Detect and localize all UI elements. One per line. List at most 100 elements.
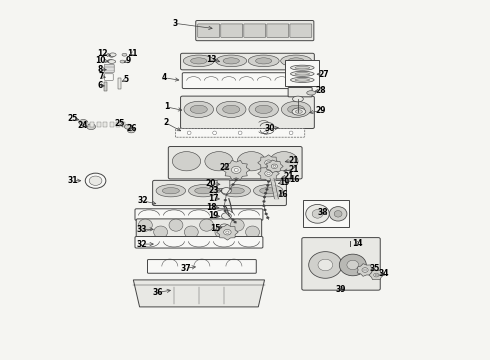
Text: 6: 6 — [98, 81, 102, 90]
Ellipse shape — [266, 184, 269, 186]
Ellipse shape — [227, 214, 230, 216]
Ellipse shape — [89, 176, 102, 185]
Ellipse shape — [217, 101, 246, 117]
Polygon shape — [217, 224, 238, 240]
Ellipse shape — [273, 165, 276, 167]
Ellipse shape — [215, 226, 229, 238]
Ellipse shape — [156, 185, 186, 197]
Ellipse shape — [256, 58, 272, 64]
Polygon shape — [222, 160, 250, 180]
Ellipse shape — [107, 59, 113, 63]
Text: 14: 14 — [352, 238, 363, 248]
Ellipse shape — [266, 188, 269, 190]
Ellipse shape — [231, 219, 234, 221]
Ellipse shape — [234, 168, 238, 171]
FancyBboxPatch shape — [169, 147, 302, 179]
Ellipse shape — [362, 268, 368, 272]
Ellipse shape — [318, 259, 333, 271]
Polygon shape — [258, 166, 279, 181]
Ellipse shape — [183, 55, 214, 67]
Ellipse shape — [195, 188, 212, 194]
FancyBboxPatch shape — [175, 129, 305, 137]
Ellipse shape — [169, 219, 183, 231]
Text: 19: 19 — [279, 177, 290, 186]
Text: 32: 32 — [137, 240, 147, 248]
Text: 39: 39 — [336, 285, 346, 294]
FancyBboxPatch shape — [302, 238, 380, 290]
FancyBboxPatch shape — [221, 24, 243, 37]
FancyBboxPatch shape — [104, 64, 114, 72]
Text: 12: 12 — [97, 49, 107, 58]
Text: 19: 19 — [208, 211, 219, 220]
Ellipse shape — [309, 252, 342, 278]
Ellipse shape — [271, 164, 277, 168]
Text: 26: 26 — [126, 124, 137, 133]
Ellipse shape — [255, 105, 272, 113]
Ellipse shape — [265, 171, 272, 176]
Ellipse shape — [79, 120, 88, 125]
Ellipse shape — [263, 204, 266, 207]
Text: 20: 20 — [205, 179, 216, 188]
FancyBboxPatch shape — [147, 260, 256, 273]
Ellipse shape — [237, 152, 266, 171]
Text: 25: 25 — [115, 120, 125, 129]
Ellipse shape — [364, 269, 367, 271]
Ellipse shape — [375, 274, 377, 276]
Ellipse shape — [307, 91, 316, 95]
Ellipse shape — [267, 162, 270, 164]
FancyBboxPatch shape — [136, 219, 262, 238]
Ellipse shape — [154, 226, 168, 238]
Ellipse shape — [264, 192, 267, 194]
Ellipse shape — [223, 229, 231, 235]
Ellipse shape — [265, 160, 272, 166]
Ellipse shape — [221, 188, 231, 194]
Ellipse shape — [291, 77, 314, 82]
Text: 23: 23 — [208, 186, 219, 195]
Ellipse shape — [172, 152, 200, 171]
FancyBboxPatch shape — [182, 73, 308, 89]
Ellipse shape — [238, 131, 242, 135]
Polygon shape — [258, 155, 279, 171]
Polygon shape — [133, 280, 265, 307]
Text: 5: 5 — [124, 75, 129, 84]
Polygon shape — [267, 160, 283, 173]
Text: 3: 3 — [173, 19, 178, 28]
Ellipse shape — [281, 101, 311, 117]
Ellipse shape — [127, 128, 135, 133]
Text: 9: 9 — [126, 57, 131, 66]
Text: 24: 24 — [77, 121, 88, 130]
Text: 13: 13 — [206, 55, 217, 63]
Bar — [103, 122, 107, 127]
Ellipse shape — [105, 76, 111, 79]
Text: 22: 22 — [219, 163, 230, 171]
Ellipse shape — [205, 152, 233, 171]
Ellipse shape — [329, 207, 347, 221]
Ellipse shape — [162, 188, 179, 194]
Ellipse shape — [306, 204, 329, 223]
Ellipse shape — [267, 172, 270, 175]
Ellipse shape — [264, 131, 268, 135]
Text: 11: 11 — [127, 49, 138, 58]
Ellipse shape — [85, 173, 106, 188]
FancyBboxPatch shape — [196, 21, 314, 41]
Text: 27: 27 — [318, 69, 329, 78]
Text: 21: 21 — [289, 156, 299, 165]
Bar — [84, 122, 88, 127]
Ellipse shape — [339, 254, 366, 276]
Text: 21: 21 — [284, 172, 294, 181]
Ellipse shape — [223, 58, 239, 64]
Ellipse shape — [312, 210, 323, 218]
Text: 30: 30 — [264, 124, 275, 133]
Ellipse shape — [190, 105, 207, 113]
Text: 16: 16 — [277, 190, 288, 199]
Text: 16: 16 — [289, 175, 299, 184]
Bar — [110, 122, 114, 127]
Polygon shape — [369, 270, 384, 280]
FancyBboxPatch shape — [267, 24, 289, 37]
Ellipse shape — [288, 58, 304, 64]
Ellipse shape — [138, 219, 152, 231]
Text: 4: 4 — [162, 73, 167, 82]
Ellipse shape — [266, 217, 269, 219]
Ellipse shape — [226, 231, 229, 233]
FancyBboxPatch shape — [180, 96, 315, 129]
